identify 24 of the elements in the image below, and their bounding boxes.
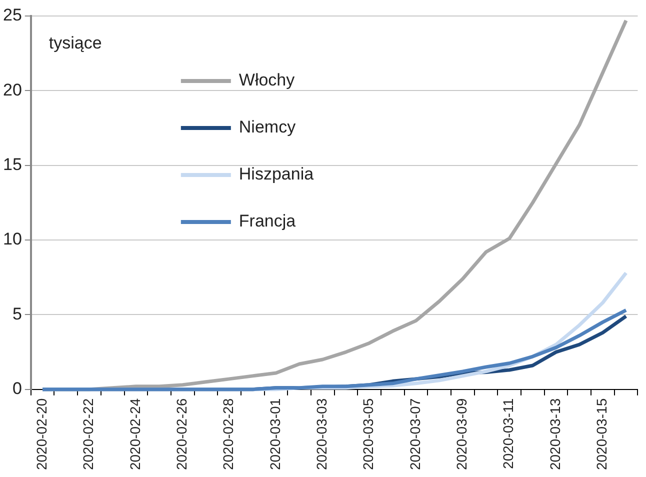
x-tick-label: 2020-02-24 bbox=[126, 398, 143, 470]
y-tick-label: 15 bbox=[2, 155, 22, 174]
y-tick-label: 10 bbox=[2, 230, 22, 249]
x-tick-label: 2020-03-11 bbox=[500, 398, 516, 469]
legend-label: Niemcy bbox=[238, 118, 296, 137]
x-tick-label: 2020-03-01 bbox=[266, 398, 283, 470]
x-tick-label: 2020-02-26 bbox=[173, 398, 190, 470]
x-tick-label: 2020-02-20 bbox=[33, 398, 50, 470]
x-tick-label: 2020-02-22 bbox=[80, 398, 96, 470]
y-tick-label: 5 bbox=[12, 304, 22, 324]
x-tick-label: 2020-03-13 bbox=[546, 398, 563, 470]
legend-label: Włochy bbox=[238, 70, 296, 90]
x-tick-label: 2020-03-09 bbox=[454, 398, 470, 470]
legend-label: Hiszpania bbox=[238, 164, 314, 184]
x-tick-label: 2020-03-03 bbox=[314, 398, 330, 470]
y-axis-title: tysiące bbox=[48, 34, 102, 53]
x-tick-label: 2020-02-28 bbox=[220, 398, 236, 470]
legend-label: Francja bbox=[238, 212, 296, 231]
y-tick-label: 0 bbox=[12, 379, 22, 398]
y-tick-label: 20 bbox=[2, 80, 22, 100]
x-tick-label: 2020-03-07 bbox=[406, 398, 423, 470]
y-tick-label: 25 bbox=[2, 6, 22, 25]
x-tick-label: 2020-03-05 bbox=[360, 398, 376, 470]
x-tick-label: 2020-03-15 bbox=[594, 398, 610, 470]
